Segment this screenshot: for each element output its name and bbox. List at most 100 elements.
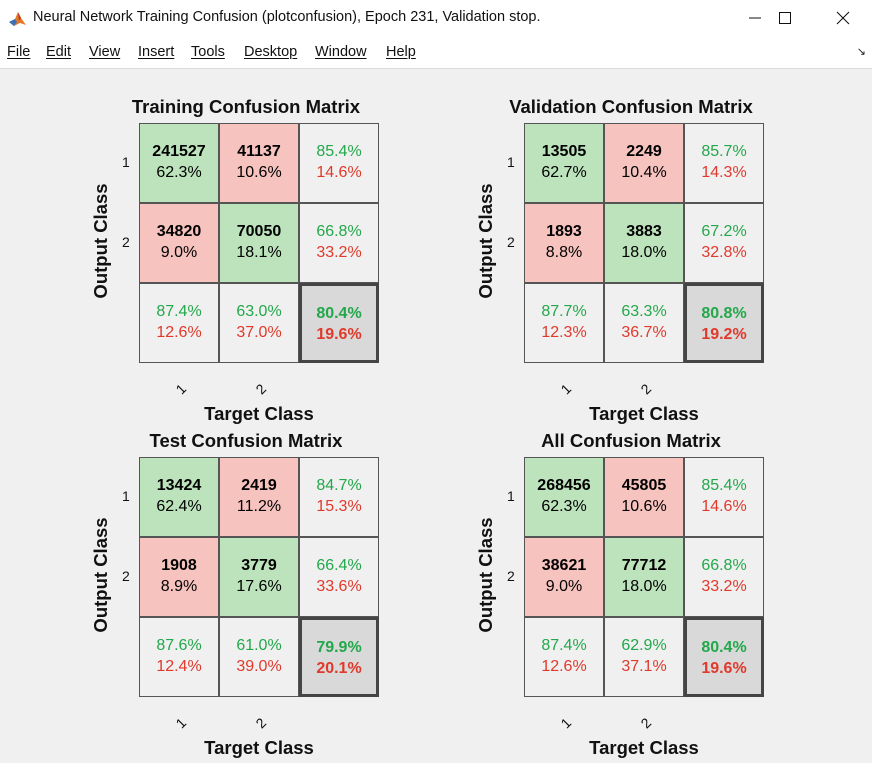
window-title: Neural Network Training Confusion (plotc… <box>33 9 541 25</box>
accuracy-percent: 66.8% <box>316 223 362 240</box>
x-axis-label: Target Class <box>204 403 314 424</box>
overall-accuracy-cell: 80.4% 19.6% <box>684 617 764 697</box>
cell-count: 1908 <box>161 557 197 574</box>
error-percent: 19.6% <box>701 660 747 677</box>
menu-window[interactable]: Window <box>315 44 367 60</box>
column-summary-cell: 61.0% 39.0% <box>219 617 299 697</box>
accuracy-percent: 85.7% <box>701 143 747 160</box>
dock-arrow-icon[interactable]: ↘ <box>856 46 866 58</box>
accuracy-percent: 63.3% <box>621 303 667 320</box>
y-tick-label: 1 <box>122 154 130 170</box>
error-percent: 14.6% <box>316 164 362 181</box>
accuracy-percent: 85.4% <box>316 143 362 160</box>
confusion-matrix: 268456 62.3% 45805 10.6% 85.4% 14.6% 38621 9.0%… <box>524 457 764 697</box>
cell-percent: 10.6% <box>621 498 667 515</box>
column-summary-cell: 87.4% 12.6% <box>139 283 219 363</box>
row-summary-cell: 67.2% 32.8% <box>684 203 764 283</box>
error-count-cell: 34820 9.0% <box>139 203 219 283</box>
panel-title: Validation Confusion Matrix <box>509 96 753 117</box>
close-button[interactable] <box>814 0 872 36</box>
minimize-button[interactable] <box>726 0 784 36</box>
y-tick-label: 1 <box>122 488 130 504</box>
accuracy-percent: 80.4% <box>316 305 362 322</box>
accuracy-percent: 85.4% <box>701 477 747 494</box>
cell-percent: 62.3% <box>156 164 202 181</box>
error-percent: 14.3% <box>701 164 747 181</box>
accuracy-percent: 66.8% <box>701 557 747 574</box>
cell-percent: 62.3% <box>541 498 587 515</box>
correct-count-cell: 3883 18.0% <box>604 203 684 283</box>
error-percent: 39.0% <box>236 658 282 675</box>
accuracy-percent: 80.8% <box>701 305 747 322</box>
cell-count: 268456 <box>537 477 591 494</box>
overall-accuracy-cell: 79.9% 20.1% <box>299 617 379 697</box>
row-summary-cell: 66.8% 33.2% <box>684 537 764 617</box>
error-percent: 37.0% <box>236 324 282 341</box>
cell-percent: 62.7% <box>541 164 587 181</box>
cell-count: 2249 <box>626 143 662 160</box>
close-icon <box>836 11 850 25</box>
menu-insert[interactable]: Insert <box>138 44 175 60</box>
cell-count: 3883 <box>626 223 662 240</box>
menu-file[interactable]: File <box>7 44 31 60</box>
matlab-logo-icon <box>9 12 26 26</box>
column-summary-cell: 87.6% 12.4% <box>139 617 219 697</box>
cell-count: 13424 <box>156 477 202 494</box>
x-axis-label: Target Class <box>204 737 314 758</box>
cell-percent: 9.0% <box>545 578 583 595</box>
error-percent: 20.1% <box>316 660 362 677</box>
error-percent: 36.7% <box>621 324 667 341</box>
x-tick-label: 1 <box>172 380 190 398</box>
y-tick-label: 2 <box>507 568 515 584</box>
correct-count-cell: 70050 18.1% <box>219 203 299 283</box>
accuracy-percent: 67.2% <box>701 223 747 240</box>
error-count-cell: 2249 10.4% <box>604 123 684 203</box>
menu-desktop[interactable]: Desktop <box>244 44 298 60</box>
error-count-cell: 1893 8.8% <box>524 203 604 283</box>
cell-count: 45805 <box>621 477 667 494</box>
accuracy-percent: 61.0% <box>236 637 282 654</box>
y-tick-label: 2 <box>122 234 130 250</box>
x-axis-label: Target Class <box>589 403 699 424</box>
cell-count: 3779 <box>241 557 277 574</box>
validation-confusion-panel: Validation Confusion Matrix Output Class 1… <box>471 96 771 424</box>
menu-edit[interactable]: Edit <box>46 44 71 60</box>
menu-help[interactable]: Help <box>386 44 416 60</box>
x-tick-label: 1 <box>557 380 575 398</box>
x-tick-label: 2 <box>252 380 270 398</box>
correct-count-cell: 241527 62.3% <box>139 123 219 203</box>
row-summary-cell: 85.4% 14.6% <box>684 457 764 537</box>
error-percent: 12.4% <box>156 658 202 675</box>
error-percent: 14.6% <box>701 498 747 515</box>
y-axis-label: Output Class <box>90 183 111 299</box>
y-tick-label: 1 <box>507 488 515 504</box>
x-axis-label: Target Class <box>589 737 699 758</box>
menu-tools[interactable]: Tools <box>191 44 225 60</box>
training-confusion-panel: Training Confusion Matrix Output Class 1 2 2… <box>86 96 386 424</box>
column-summary-cell: 87.7% 12.3% <box>524 283 604 363</box>
confusion-matrix: 241527 62.3% 41137 10.6% 85.4% 14.6% 34820 9.0%… <box>139 123 379 363</box>
error-percent: 33.2% <box>701 578 747 595</box>
column-summary-cell: 63.3% 36.7% <box>604 283 684 363</box>
confusion-matrix: 13424 62.4% 2419 11.2% 84.7% 15.3% 1908 8.9% 377… <box>139 457 379 697</box>
row-summary-cell: 84.7% 15.3% <box>299 457 379 537</box>
panel-title: All Confusion Matrix <box>541 430 721 451</box>
error-percent: 37.1% <box>621 658 667 675</box>
accuracy-percent: 87.7% <box>541 303 587 320</box>
x-tick-label: 2 <box>252 714 270 732</box>
maximize-button[interactable] <box>756 0 814 36</box>
overall-accuracy-cell: 80.4% 19.6% <box>299 283 379 363</box>
y-tick-label: 2 <box>122 568 130 584</box>
accuracy-percent: 87.4% <box>541 637 587 654</box>
error-count-cell: 41137 10.6% <box>219 123 299 203</box>
panel-title: Test Confusion Matrix <box>149 430 343 451</box>
accuracy-percent: 66.4% <box>316 557 362 574</box>
cell-count: 41137 <box>237 143 281 160</box>
cell-count: 13505 <box>541 143 587 160</box>
menu-bar: File Edit View Insert Tools Desktop Wind… <box>0 36 872 69</box>
row-summary-cell: 66.8% 33.2% <box>299 203 379 283</box>
menu-view[interactable]: View <box>89 44 121 60</box>
cell-count: 38621 <box>541 557 587 574</box>
cell-percent: 10.4% <box>621 164 667 181</box>
cell-percent: 9.0% <box>160 244 198 261</box>
